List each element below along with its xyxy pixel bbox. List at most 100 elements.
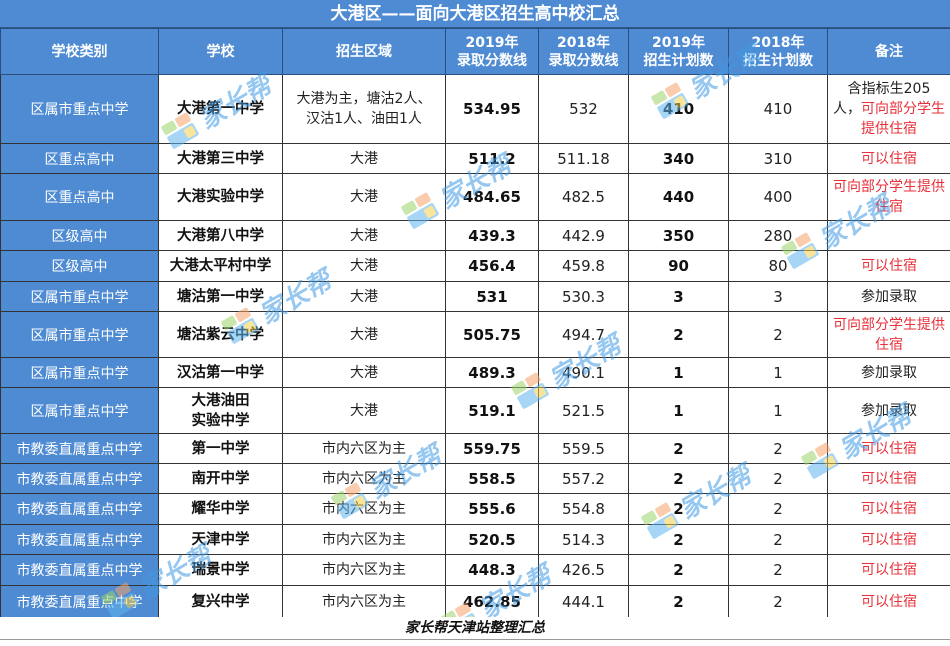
cell-school[interactable]: 瑞景中学 [159,555,283,586]
cell-note[interactable]: 参加录取 [828,282,950,312]
cell-plan-2018[interactable]: 310 [729,144,828,174]
cell-area[interactable]: 大港 [283,312,446,358]
cell-score-2019[interactable]: 519.1 [446,388,539,434]
cell-school[interactable]: 大港太平村中学 [159,251,283,282]
cell-plan-2018[interactable]: 2 [729,586,828,618]
cell-score-2019[interactable]: 505.75 [446,312,539,358]
cell-area[interactable]: 市内六区为主 [283,434,446,464]
cell-score-2018[interactable]: 511.18 [539,144,629,174]
cell-plan-2019[interactable]: 340 [629,144,729,174]
cell-score-2019[interactable]: 456.4 [446,251,539,282]
cell-plan-2019[interactable]: 3 [629,282,729,312]
cell-note[interactable]: 参加录取 [828,388,950,434]
cell-school[interactable]: 大港第一中学 [159,75,283,144]
cell-score-2018[interactable]: 557.2 [539,464,629,494]
cell-area[interactable]: 大港 [283,144,446,174]
cell-note[interactable]: 可以住宿 [828,251,950,282]
cell-plan-2018[interactable]: 2 [729,464,828,494]
cell-score-2019[interactable]: 559.75 [446,434,539,464]
header-score-2019[interactable]: 2019年录取分数线 [446,29,539,75]
cell-plan-2018[interactable]: 2 [729,434,828,464]
cell-score-2019[interactable]: 489.3 [446,358,539,388]
cell-score-2018[interactable]: 426.5 [539,555,629,586]
cell-score-2019[interactable]: 558.5 [446,464,539,494]
cell-score-2019[interactable]: 511.2 [446,144,539,174]
cell-area[interactable]: 大港 [283,174,446,221]
header-area[interactable]: 招生区域 [283,29,446,75]
cell-score-2019[interactable]: 531 [446,282,539,312]
cell-school[interactable]: 塘沽紫云中学 [159,312,283,358]
cell-plan-2019[interactable]: 2 [629,464,729,494]
cell-note[interactable]: 可以住宿 [828,586,950,618]
cell-school[interactable]: 天津中学 [159,525,283,555]
cell-category[interactable]: 区属市重点中学 [1,282,159,312]
cell-area[interactable]: 大港 [283,251,446,282]
cell-plan-2018[interactable]: 2 [729,555,828,586]
cell-score-2019[interactable]: 439.3 [446,221,539,251]
cell-category[interactable]: 区重点高中 [1,144,159,174]
cell-category[interactable]: 市教委直属重点中学 [1,464,159,494]
cell-plan-2019[interactable]: 410 [629,75,729,144]
cell-category[interactable]: 区级高中 [1,221,159,251]
cell-category[interactable]: 市教委直属重点中学 [1,525,159,555]
header-score-2018[interactable]: 2018年录取分数线 [539,29,629,75]
cell-category[interactable]: 区属市重点中学 [1,312,159,358]
cell-plan-2018[interactable]: 80 [729,251,828,282]
cell-plan-2019[interactable]: 2 [629,494,729,525]
cell-score-2018[interactable]: 521.5 [539,388,629,434]
header-category[interactable]: 学校类别 [1,29,159,75]
cell-score-2019[interactable]: 555.6 [446,494,539,525]
cell-score-2018[interactable]: 490.1 [539,358,629,388]
cell-area[interactable]: 市内六区为主 [283,464,446,494]
cell-area[interactable]: 市内六区为主 [283,494,446,525]
cell-school[interactable]: 大港实验中学 [159,174,283,221]
cell-score-2018[interactable]: 559.5 [539,434,629,464]
cell-category[interactable]: 区重点高中 [1,174,159,221]
cell-school[interactable]: 塘沽第一中学 [159,282,283,312]
cell-score-2019[interactable]: 448.3 [446,555,539,586]
cell-note[interactable]: 可以住宿 [828,555,950,586]
header-school[interactable]: 学校 [159,29,283,75]
cell-category[interactable]: 区属市重点中学 [1,75,159,144]
cell-school[interactable]: 大港第三中学 [159,144,283,174]
cell-note[interactable]: 可以住宿 [828,464,950,494]
cell-plan-2019[interactable]: 2 [629,525,729,555]
cell-area[interactable]: 大港 [283,388,446,434]
cell-school[interactable]: 南开中学 [159,464,283,494]
cell-plan-2018[interactable]: 2 [729,525,828,555]
cell-plan-2018[interactable]: 1 [729,358,828,388]
cell-plan-2018[interactable]: 280 [729,221,828,251]
cell-score-2018[interactable]: 554.8 [539,494,629,525]
cell-note[interactable]: 可向部分学生提供住宿 [828,312,950,358]
cell-score-2018[interactable]: 514.3 [539,525,629,555]
cell-plan-2019[interactable]: 2 [629,434,729,464]
cell-school[interactable]: 耀华中学 [159,494,283,525]
cell-plan-2019[interactable]: 2 [629,312,729,358]
cell-area[interactable]: 大港 [283,358,446,388]
cell-school[interactable]: 汉沽第一中学 [159,358,283,388]
cell-plan-2019[interactable]: 1 [629,358,729,388]
cell-plan-2018[interactable]: 2 [729,494,828,525]
cell-area[interactable]: 市内六区为主 [283,555,446,586]
cell-category[interactable]: 市教委直属重点中学 [1,434,159,464]
cell-note[interactable]: 可以住宿 [828,494,950,525]
cell-score-2018[interactable]: 530.3 [539,282,629,312]
cell-score-2019[interactable]: 484.65 [446,174,539,221]
cell-school[interactable]: 复兴中学 [159,586,283,618]
cell-plan-2019[interactable]: 1 [629,388,729,434]
cell-area[interactable]: 大港 [283,282,446,312]
cell-note[interactable]: 可以住宿 [828,525,950,555]
cell-plan-2018[interactable]: 410 [729,75,828,144]
cell-score-2018[interactable]: 459.8 [539,251,629,282]
cell-category[interactable]: 市教委直属重点中学 [1,586,159,618]
cell-area[interactable]: 大港 [283,221,446,251]
cell-score-2019[interactable]: 534.95 [446,75,539,144]
cell-area[interactable]: 市内六区为主 [283,525,446,555]
cell-plan-2019[interactable]: 2 [629,586,729,618]
cell-plan-2018[interactable]: 1 [729,388,828,434]
cell-plan-2019[interactable]: 2 [629,555,729,586]
cell-score-2019[interactable]: 462.85 [446,586,539,618]
cell-score-2019[interactable]: 520.5 [446,525,539,555]
cell-plan-2018[interactable]: 3 [729,282,828,312]
cell-category[interactable]: 区属市重点中学 [1,358,159,388]
